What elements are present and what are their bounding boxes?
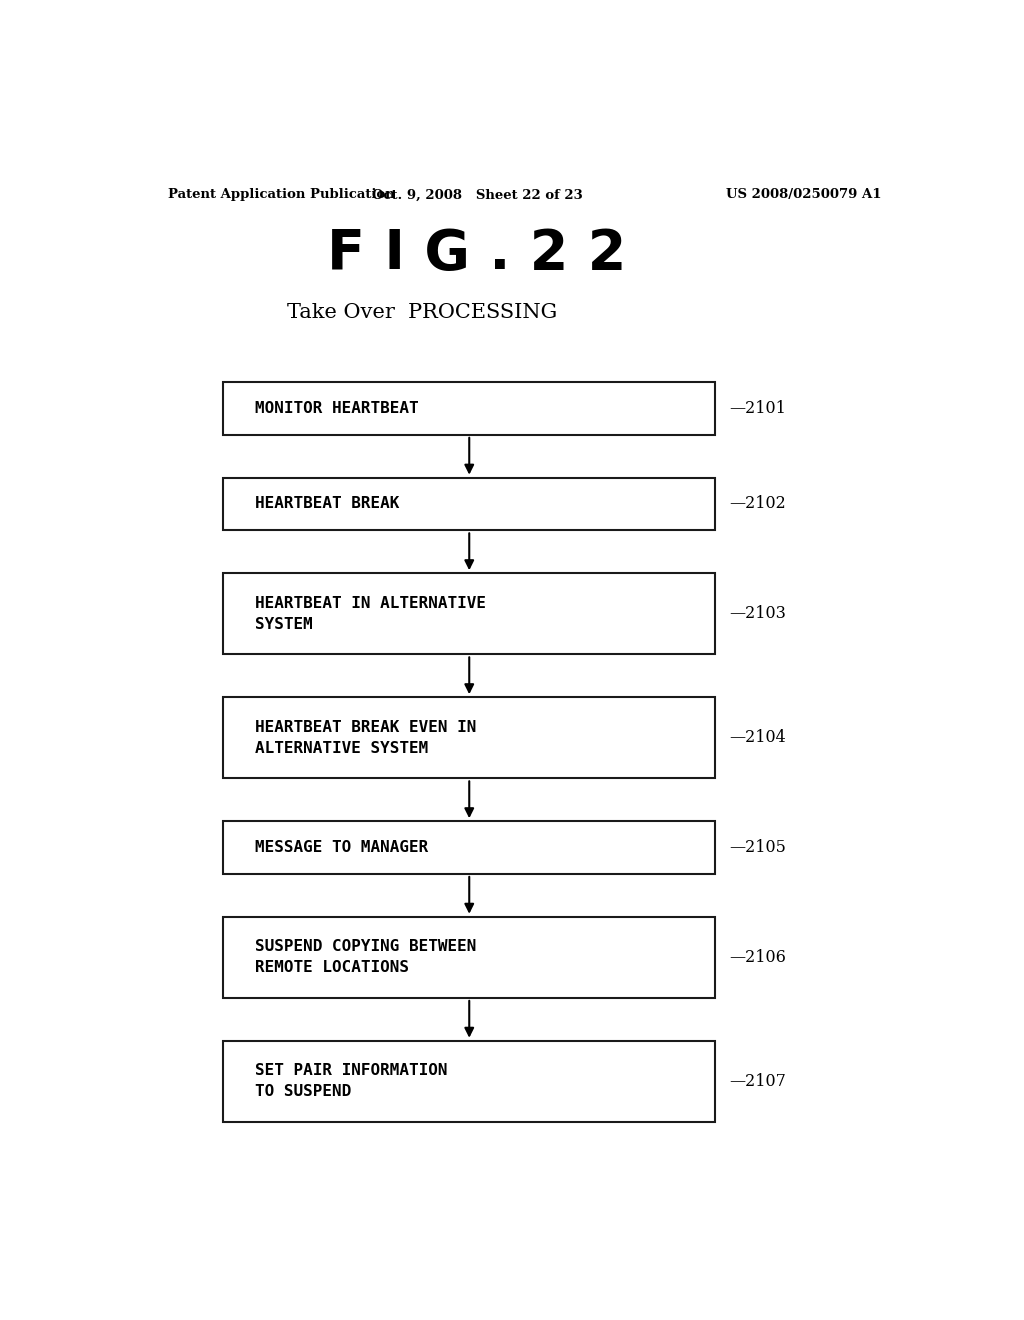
Text: MONITOR HEARTBEAT: MONITOR HEARTBEAT [255, 401, 419, 416]
Text: US 2008/0250079 A1: US 2008/0250079 A1 [726, 189, 882, 202]
Text: —2106: —2106 [729, 949, 786, 966]
Text: HEARTBEAT BREAK: HEARTBEAT BREAK [255, 496, 399, 511]
Text: MESSAGE TO MANAGER: MESSAGE TO MANAGER [255, 840, 428, 855]
Bar [223, 478, 715, 531]
Text: —2102: —2102 [729, 495, 786, 512]
Text: Patent Application Publication: Patent Application Publication [168, 189, 394, 202]
Bar [223, 821, 715, 874]
Bar [223, 1040, 715, 1122]
Text: SET PAIR INFORMATION
TO SUSPEND: SET PAIR INFORMATION TO SUSPEND [255, 1064, 447, 1100]
Bar [223, 381, 715, 434]
Bar [223, 697, 715, 779]
Text: HEARTBEAT IN ALTERNATIVE
SYSTEM: HEARTBEAT IN ALTERNATIVE SYSTEM [255, 595, 486, 632]
Text: SUSPEND COPYING BETWEEN
REMOTE LOCATIONS: SUSPEND COPYING BETWEEN REMOTE LOCATIONS [255, 940, 476, 975]
Text: F I G . 2 2: F I G . 2 2 [328, 227, 627, 281]
Text: Oct. 9, 2008   Sheet 22 of 23: Oct. 9, 2008 Sheet 22 of 23 [372, 189, 583, 202]
Bar [223, 573, 715, 655]
Text: —2103: —2103 [729, 606, 786, 622]
Text: —2107: —2107 [729, 1073, 786, 1090]
Text: —2104: —2104 [729, 729, 786, 746]
Bar [223, 916, 715, 998]
Text: —2105: —2105 [729, 840, 786, 855]
Text: Take Over  PROCESSING: Take Over PROCESSING [287, 304, 557, 322]
Text: HEARTBEAT BREAK EVEN IN
ALTERNATIVE SYSTEM: HEARTBEAT BREAK EVEN IN ALTERNATIVE SYST… [255, 719, 476, 756]
Text: —2101: —2101 [729, 400, 786, 417]
